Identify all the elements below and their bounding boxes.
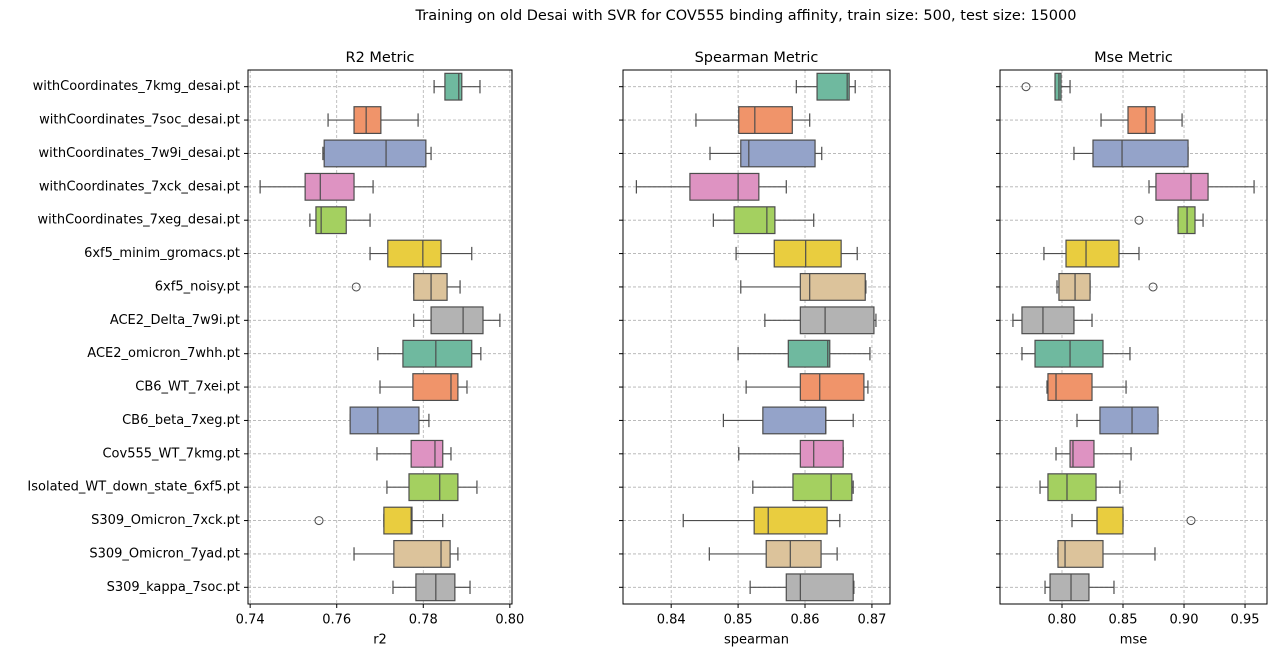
- box: [773, 239, 842, 268]
- box: [408, 473, 459, 502]
- box: [816, 72, 850, 101]
- box: [444, 72, 463, 101]
- box: [315, 206, 347, 235]
- x-tick-label: 0.74: [236, 613, 265, 628]
- box: [740, 139, 816, 168]
- box: [1034, 339, 1104, 368]
- y-tick-label: S309_Omicron_7yad.pt: [89, 546, 240, 561]
- box: [1054, 72, 1062, 101]
- box: [799, 272, 866, 301]
- y-tick-label: S309_Omicron_7xck.pt: [91, 513, 240, 528]
- y-tick-label: 6xf5_noisy.pt: [155, 279, 240, 294]
- figure-title: Training on old Desai with SVR for COV55…: [415, 8, 1077, 24]
- y-tick-label: CB6_beta_7xeg.pt: [122, 413, 240, 428]
- box: [353, 106, 382, 135]
- x-tick-label: 0.85: [724, 613, 753, 628]
- box: [785, 573, 854, 602]
- box: [349, 406, 420, 435]
- plot-frame: [622, 69, 891, 605]
- box: [733, 206, 776, 235]
- box: [1127, 106, 1156, 135]
- box: [799, 373, 865, 402]
- box: [1065, 239, 1120, 268]
- y-tick-label: withCoordinates_7soc_desai.pt: [39, 113, 240, 128]
- x-tick-label: 0.90: [1170, 613, 1199, 628]
- box: [689, 172, 760, 201]
- box: [753, 506, 828, 535]
- x-tick-label: 0.76: [322, 613, 351, 628]
- box: [787, 339, 831, 368]
- box: [1099, 406, 1159, 435]
- outlier: [314, 516, 324, 526]
- outlier: [1148, 282, 1158, 292]
- box: [402, 339, 473, 368]
- box: [304, 172, 355, 201]
- box: [323, 139, 427, 168]
- x-axis-label: mse: [1120, 633, 1147, 648]
- y-tick-label: withCoordinates_7kmg_desai.pt: [33, 79, 240, 94]
- box: [1049, 573, 1090, 602]
- y-tick-label: withCoordinates_7w9i_desai.pt: [39, 146, 241, 161]
- box: [413, 272, 448, 301]
- plot-frame: [999, 69, 1268, 605]
- box: [410, 439, 444, 468]
- box: [387, 239, 442, 268]
- box: [1047, 373, 1093, 402]
- x-tick-label: 0.85: [1109, 613, 1138, 628]
- outlier: [1021, 82, 1031, 92]
- y-tick-label: Cov555_WT_7kmg.pt: [102, 446, 240, 461]
- box: [1155, 172, 1209, 201]
- y-tick-label: CB6_WT_7xei.pt: [135, 380, 240, 395]
- outlier: [351, 282, 361, 292]
- box: [1047, 473, 1097, 502]
- box: [765, 539, 822, 568]
- box: [799, 439, 844, 468]
- x-axis-label: spearman: [724, 633, 789, 648]
- box: [1092, 139, 1189, 168]
- x-tick-label: 0.78: [409, 613, 438, 628]
- panel-title: Spearman Metric: [695, 50, 819, 66]
- x-tick-label: 0.87: [857, 613, 886, 628]
- panel-title: R2 Metric: [346, 50, 415, 66]
- x-tick-label: 0.84: [657, 613, 686, 628]
- box: [1021, 306, 1075, 335]
- box: [1069, 439, 1095, 468]
- y-tick-label: S309_kappa_7soc.pt: [107, 580, 240, 595]
- y-tick-label: 6xf5_minim_gromacs.pt: [84, 246, 240, 261]
- y-tick-label: withCoordinates_7xck_desai.pt: [39, 179, 240, 194]
- box: [792, 473, 853, 502]
- outlier: [1186, 516, 1196, 526]
- box: [393, 539, 451, 568]
- y-tick-label: ACE2_Delta_7w9i.pt: [110, 313, 240, 328]
- box: [430, 306, 484, 335]
- outlier: [1134, 215, 1144, 225]
- box: [1096, 506, 1124, 535]
- panel-title: Mse Metric: [1094, 50, 1173, 66]
- y-tick-label: withCoordinates_7xeg_desai.pt: [37, 213, 240, 228]
- box: [799, 306, 875, 335]
- x-tick-label: 0.95: [1231, 613, 1260, 628]
- x-tick-label: 0.86: [791, 613, 820, 628]
- y-tick-label: ACE2_omicron_7whh.pt: [87, 346, 240, 361]
- box: [738, 106, 793, 135]
- x-tick-label: 0.80: [1048, 613, 1077, 628]
- box: [762, 406, 827, 435]
- x-axis-label: r2: [373, 633, 387, 648]
- box: [383, 506, 413, 535]
- y-tick-label: Isolated_WT_down_state_6xf5.pt: [27, 480, 240, 495]
- x-tick-label: 0.80: [495, 613, 524, 628]
- plot-frame: [247, 69, 513, 605]
